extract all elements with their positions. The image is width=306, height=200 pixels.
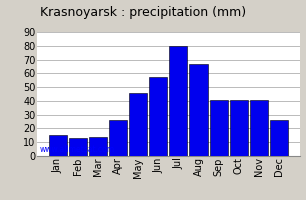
Bar <box>270 120 288 156</box>
Bar <box>210 100 228 156</box>
Bar <box>149 77 167 156</box>
Bar <box>250 100 268 156</box>
Bar <box>109 120 127 156</box>
Text: www.allmetsat.com: www.allmetsat.com <box>39 145 114 154</box>
Text: Krasnoyarsk : precipitation (mm): Krasnoyarsk : precipitation (mm) <box>40 6 246 19</box>
Bar <box>189 64 207 156</box>
Bar <box>49 135 67 156</box>
Bar <box>230 100 248 156</box>
Bar <box>69 138 87 156</box>
Bar <box>169 46 187 156</box>
Bar <box>89 137 107 156</box>
Bar <box>129 93 147 156</box>
